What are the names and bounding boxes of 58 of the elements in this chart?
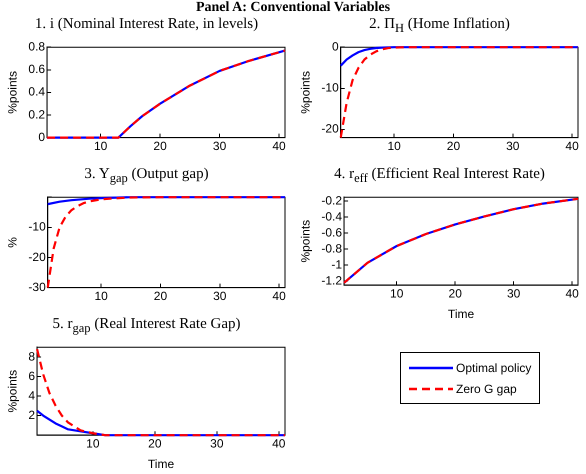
x-tick-label: 20 <box>446 139 460 154</box>
y-tick-label: -1 <box>331 258 342 272</box>
y-axis-title: % <box>6 236 20 248</box>
y-tick-label: -0.6 <box>321 226 342 240</box>
x-tick-label: 30 <box>212 139 227 154</box>
x-tick-label: 40 <box>272 139 286 154</box>
y-tick-label: -20 <box>28 250 46 264</box>
y-tick-label: 0 <box>38 130 46 144</box>
x-tick-label: 30 <box>213 289 227 304</box>
line-series <box>340 46 580 139</box>
legend-label: Optimal policy <box>456 360 532 374</box>
x-tick-label: 40 <box>272 289 286 304</box>
x-tick-label: 30 <box>506 139 520 154</box>
y-tick-label: -10 <box>28 220 46 234</box>
x-tick-label: 30 <box>506 286 521 301</box>
y-tick-label: -20 <box>321 122 340 136</box>
chart-title: 3. Y$_{gap}$ (Output gap) <box>83 166 210 185</box>
x-tick-label: 10 <box>94 289 108 304</box>
y-tick-label: 2 <box>28 408 36 422</box>
chart-title: 1. i (Nominal Interest Rate, in levels) <box>34 16 260 34</box>
legend-label: Zero G gap <box>456 382 517 396</box>
y-tick-label: -1.2 <box>321 274 342 288</box>
y-tick-label: 8 <box>28 349 36 364</box>
y-tick-label: 0.8 <box>28 40 46 54</box>
x-tick-label: 40 <box>272 436 286 451</box>
x-tick-label: 10 <box>86 436 100 451</box>
x-tick-label: 40 <box>565 139 580 154</box>
y-axis-title: %points <box>298 220 313 263</box>
y-tick-label: -0.4 <box>321 210 342 224</box>
x-tick-label: 20 <box>448 286 462 301</box>
y-axis-title: %points <box>6 71 20 114</box>
y-tick-label: -0.8 <box>321 242 342 256</box>
x-tick-label: 20 <box>148 436 162 451</box>
y-tick-label: 4 <box>28 388 36 402</box>
text: Panel A: Conventional Variables <box>194 0 392 16</box>
x-tick-label: 20 <box>153 139 168 154</box>
y-tick-label: -0.2 <box>321 194 342 208</box>
chart-title: 4. r$_{eff}$ (Efficient Real Interest Rate) <box>333 166 546 185</box>
y-tick-label: 0.4 <box>28 84 46 99</box>
chart-title: 5. r$_{gap}$ (Real Interest Rate Gap) <box>52 316 242 335</box>
y-tick-label: 0 <box>332 40 340 54</box>
x-tick-label: 40 <box>565 286 580 301</box>
x-tick-label: 20 <box>154 289 168 304</box>
y-tick-label: -10 <box>321 80 340 95</box>
y-axis-title: %points <box>298 71 313 114</box>
y-tick-label: -30 <box>28 280 46 294</box>
chart-title: 2. Π$_{H}$ (Home Inflation) <box>368 16 511 35</box>
x-axis-title: Time <box>448 307 474 322</box>
x-tick-label: 10 <box>387 139 402 154</box>
x-axis-title: Time <box>148 457 174 472</box>
x-tick-label: 10 <box>94 139 108 154</box>
y-tick-label: 0.2 <box>28 107 46 122</box>
line-series <box>36 348 286 436</box>
y-tick-label: 0.6 <box>28 62 46 76</box>
x-tick-label: 10 <box>390 286 404 301</box>
y-tick-label: 6 <box>28 368 36 383</box>
x-tick-label: 30 <box>210 436 224 451</box>
y-axis-title: %points <box>6 370 20 413</box>
